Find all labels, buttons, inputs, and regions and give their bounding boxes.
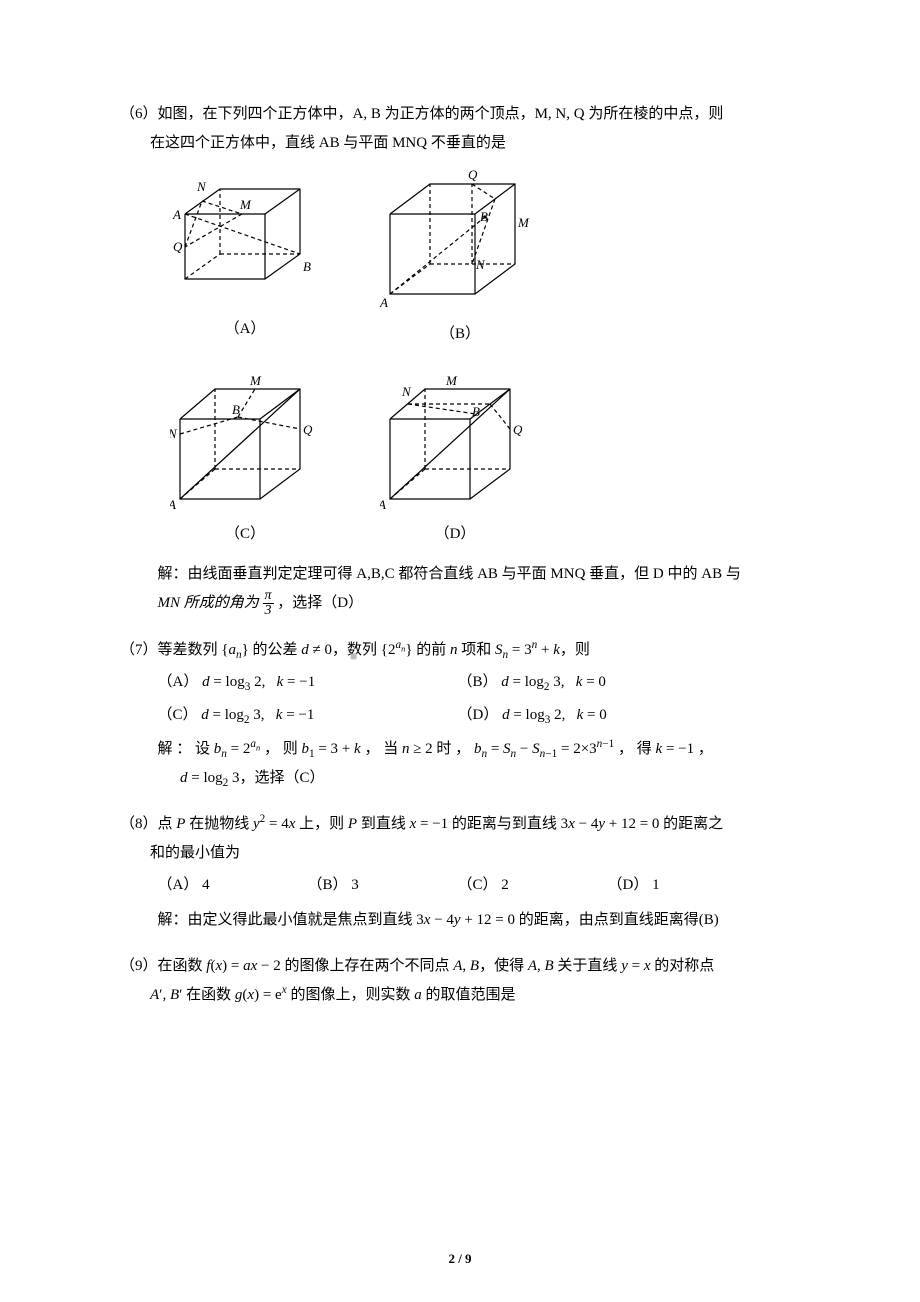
q6-stem-line2: 在这四个正方体中，直线 AB 与平面 MNQ 不垂直的是 bbox=[120, 129, 800, 158]
q7-opts-row2: （C） d = log2 3, k = −1 （D） d = log3 2, k… bbox=[120, 701, 800, 730]
question-7: （7）等差数列 {an} 的公差 d ≠ 0，数列 {2an} 的前 n 项和 … bbox=[120, 636, 800, 793]
q7-opts-row1: （A） d = log3 2, k = −1 （B） d = log2 3, k… bbox=[120, 668, 800, 697]
svg-text:M: M bbox=[445, 374, 458, 388]
q6-solution: 解：由线面垂直判定定理可得 A,B,C 都符合直线 AB 与平面 MNQ 垂直，… bbox=[120, 560, 800, 618]
svg-text:A: A bbox=[380, 295, 388, 310]
q8-line1: （8）点 P 在抛物线 y2 = 4x 上，则 P 到直线 x = −1 的距离… bbox=[120, 810, 800, 839]
q9-line1: （9）在函数 f(x) = ax − 2 的图像上存在两个不同点 A, B，使得… bbox=[120, 952, 800, 981]
svg-text:M: M bbox=[517, 215, 530, 230]
q8-soln: 解：由定义得此最小值就是焦点到直线 3x − 4y + 12 = 0 的距离，由… bbox=[158, 906, 801, 935]
svg-text:A: A bbox=[380, 497, 386, 512]
q9-line2: A′, B′ 在函数 g(x) = ex 的图像上，则实数 a 的取值范围是 bbox=[120, 981, 800, 1010]
svg-text:A: A bbox=[170, 497, 176, 512]
q8-line2: 和的最小值为 bbox=[120, 839, 800, 868]
q6-diagrams-row1: A N M Q B （A） bbox=[120, 169, 800, 349]
q7-opt-D: （D） d = log3 2, k = 0 bbox=[458, 701, 738, 730]
q7-solution: 解 ： 设 bn = 2an ， 则 b1 = 3 + k ， 当 n ≥ 2 … bbox=[120, 735, 800, 792]
q6-caption-C: （C） bbox=[170, 520, 320, 549]
svg-text:B: B bbox=[303, 259, 311, 274]
cube-A-svg: A N M Q B bbox=[170, 169, 320, 309]
q7-opt-C: （C） d = log2 3, k = −1 bbox=[158, 701, 458, 730]
q6-fraction: π 3 bbox=[263, 589, 274, 618]
frac-den: 3 bbox=[263, 604, 274, 618]
q8-solution: 解：由定义得此最小值就是焦点到直线 3x − 4y + 12 = 0 的距离，由… bbox=[120, 906, 800, 935]
cube-C-svg: A N B M Q bbox=[170, 374, 320, 514]
svg-text:Q: Q bbox=[303, 422, 313, 437]
svg-text:N: N bbox=[401, 384, 412, 399]
cube-D-svg: A N B M Q bbox=[380, 374, 530, 514]
q7-soln1: 解 ： 设 bn = 2an ， 则 b1 = 3 + k ， 当 n ≥ 2 … bbox=[158, 735, 801, 764]
page-footer: 2 / 9 bbox=[0, 1247, 920, 1272]
q6-soln-line2: MN 所成的角为 π 3 ，选择（D） bbox=[158, 589, 801, 618]
svg-text:A: A bbox=[172, 207, 181, 222]
q6-cube-A: A N M Q B （A） bbox=[170, 169, 320, 349]
q6-soln-line1: 解：由线面垂直判定定理可得 A,B,C 都符合直线 AB 与平面 MNQ 垂直，… bbox=[158, 560, 801, 589]
svg-text:B: B bbox=[472, 404, 480, 419]
q8-opts: （A） 4 （B） 3 （C） 2 （D） 1 bbox=[120, 871, 800, 900]
svg-text:Q: Q bbox=[513, 422, 523, 437]
q6-cube-C: A N B M Q （C） bbox=[170, 374, 320, 549]
q6-cube-B: Q B M N A （B） bbox=[380, 169, 540, 349]
frac-num: π bbox=[263, 589, 274, 604]
q6-caption-B: （B） bbox=[380, 320, 540, 349]
svg-text:B: B bbox=[480, 209, 488, 224]
svg-text:N: N bbox=[170, 426, 178, 441]
q8-opt-C: （C） 2 bbox=[458, 871, 608, 900]
q8-opt-A: （A） 4 bbox=[158, 871, 308, 900]
watermark: ■ bbox=[350, 645, 357, 668]
q8-opt-D: （D） 1 bbox=[608, 871, 758, 900]
question-6: （6）如图，在下列四个正方体中，A, B 为正方体的两个顶点，M, N, Q 为… bbox=[120, 100, 800, 618]
q7-soln2: d = log2 3，选择（C） bbox=[158, 764, 801, 793]
q6-cube-D: A N B M Q （D） bbox=[380, 374, 530, 549]
q6-soln2-pre: MN 所成的角为 bbox=[158, 595, 259, 611]
cube-B-svg: Q B M N A bbox=[380, 169, 540, 314]
q6-soln2-post: ，选择（D） bbox=[277, 595, 363, 611]
svg-text:B: B bbox=[232, 402, 240, 417]
q6-stem-line1: （6）如图，在下列四个正方体中，A, B 为正方体的两个顶点，M, N, Q 为… bbox=[120, 100, 800, 129]
svg-text:M: M bbox=[239, 197, 252, 212]
q7-opt-B: （B） d = log2 3, k = 0 bbox=[458, 668, 738, 697]
q6-caption-D: （D） bbox=[380, 520, 530, 549]
q8-opt-B: （B） 3 bbox=[308, 871, 458, 900]
q7-stem: （7）等差数列 {an} 的公差 d ≠ 0，数列 {2an} 的前 n 项和 … bbox=[120, 636, 800, 665]
q7-opt-A: （A） d = log3 2, k = −1 bbox=[158, 668, 458, 697]
question-9: （9）在函数 f(x) = ax − 2 的图像上存在两个不同点 A, B，使得… bbox=[120, 952, 800, 1009]
q6-diagrams-row2: A N B M Q （C） bbox=[120, 374, 800, 549]
svg-text:N: N bbox=[475, 257, 486, 272]
svg-text:Q: Q bbox=[173, 239, 183, 254]
svg-text:M: M bbox=[249, 374, 262, 388]
q6-caption-A: （A） bbox=[170, 315, 320, 344]
svg-text:Q: Q bbox=[468, 169, 478, 182]
question-8: （8）点 P 在抛物线 y2 = 4x 上，则 P 到直线 x = −1 的距离… bbox=[120, 810, 800, 934]
svg-text:N: N bbox=[196, 179, 207, 194]
